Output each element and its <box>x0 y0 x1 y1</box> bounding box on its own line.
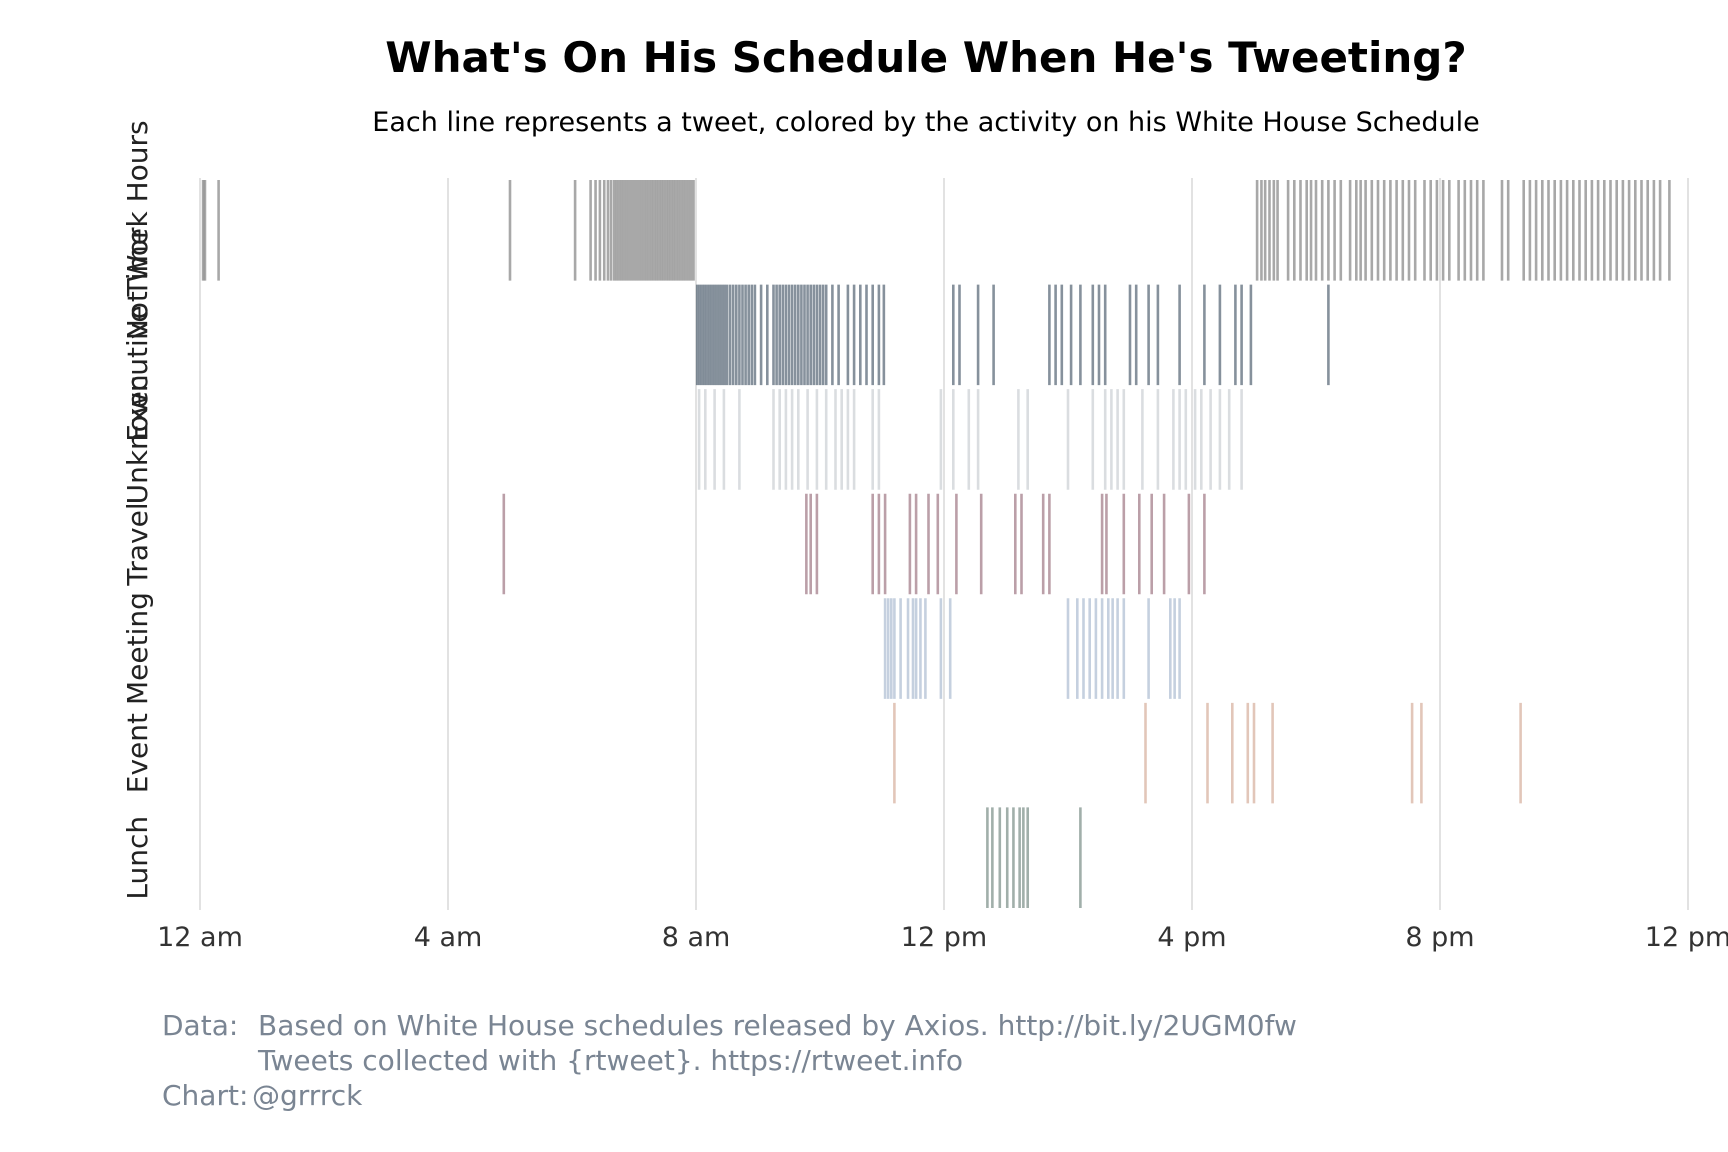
category-label: Not Work Hours <box>121 120 154 340</box>
x-tick-label: 4 pm <box>1157 922 1226 953</box>
caption-chart-label: Chart: <box>162 1079 248 1112</box>
x-axis: 12 am 4 am 8 am 12 pm 4 pm 8 pm 12 pm <box>157 922 1728 953</box>
x-tick-label: 12 pm <box>1645 922 1728 953</box>
caption-chart-text: @grrrck <box>252 1079 363 1112</box>
caption-tweets-text: Tweets collected with {rtweet}. https://… <box>257 1044 963 1077</box>
caption-data-text: Based on White House schedules released … <box>258 1009 1297 1042</box>
x-tick-label: 8 am <box>662 922 731 953</box>
chart-title: What's On His Schedule When He's Tweetin… <box>385 33 1466 82</box>
grid <box>199 178 1689 910</box>
series-unknown <box>697 389 1243 490</box>
series-meeting <box>883 598 1181 699</box>
x-tick-label: 12 pm <box>901 922 987 953</box>
caption: Data: Based on White House schedules rel… <box>162 1009 1297 1112</box>
chart-subtitle: Each line represents a tweet, colored by… <box>372 107 1479 138</box>
series-not-work-hours <box>201 180 1671 281</box>
plot-area <box>201 180 1671 908</box>
category-label: Lunch <box>121 816 154 900</box>
category-label: Travel <box>121 502 154 586</box>
caption-data-label: Data: <box>162 1009 238 1042</box>
x-tick-label: 12 am <box>157 922 243 953</box>
category-label: Executive Time <box>121 228 154 442</box>
category-label: Meeting <box>121 592 154 705</box>
category-label: Event <box>121 713 154 793</box>
series-event <box>893 702 1522 804</box>
series-executive-time <box>695 284 1330 386</box>
series-travel <box>502 493 1206 595</box>
series-lunch <box>986 807 1082 908</box>
category-label: Unknown <box>121 374 154 504</box>
x-tick-label: 8 pm <box>1405 922 1474 953</box>
x-tick-label: 4 am <box>414 922 483 953</box>
